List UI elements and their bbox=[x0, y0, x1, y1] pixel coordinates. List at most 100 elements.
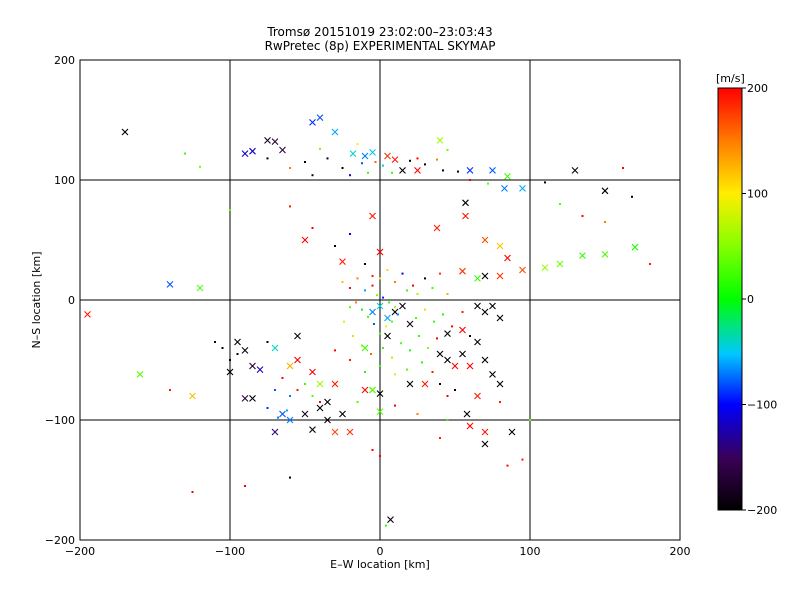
data-point-dot bbox=[421, 361, 423, 364]
data-point-dot bbox=[319, 147, 321, 150]
data-point-cross bbox=[444, 330, 451, 337]
data-point-cross bbox=[496, 380, 504, 388]
data-point-dot bbox=[442, 313, 444, 316]
data-point-dot bbox=[349, 359, 351, 361]
data-point-cross bbox=[462, 212, 469, 220]
data-point-cross bbox=[421, 380, 429, 388]
x-tick-label: −200 bbox=[65, 545, 95, 558]
y-tick-label: 100 bbox=[54, 174, 75, 187]
y-axis-ticks: −200 −100 0 100 200 bbox=[45, 54, 75, 547]
colorbar-gradient bbox=[717, 87, 743, 511]
data-point-cross bbox=[241, 150, 249, 157]
data-point-dot bbox=[400, 342, 402, 345]
data-point-dot bbox=[446, 149, 449, 151]
data-point-cross bbox=[316, 404, 324, 412]
data-point-dot bbox=[382, 296, 384, 299]
data-point-cross bbox=[504, 254, 511, 262]
data-point-dot bbox=[289, 476, 291, 479]
data-point-dot bbox=[311, 227, 314, 229]
data-point-cross bbox=[249, 362, 256, 370]
data-point-dot bbox=[409, 349, 411, 352]
data-point-dot bbox=[281, 377, 284, 379]
data-point-dot bbox=[521, 458, 524, 461]
data-point-dot bbox=[622, 167, 624, 169]
data-point-dot bbox=[289, 167, 291, 169]
data-point-cross bbox=[444, 356, 451, 364]
data-point-dot bbox=[361, 308, 363, 311]
data-point-cross bbox=[579, 252, 586, 259]
data-point-cross bbox=[496, 272, 504, 280]
data-point-dot bbox=[379, 365, 381, 367]
data-point-cross bbox=[234, 338, 241, 346]
y-axis-label: N–S location [km] bbox=[30, 251, 43, 348]
data-point-cross bbox=[339, 410, 346, 418]
data-point-cross bbox=[226, 368, 234, 376]
data-point-cross bbox=[301, 410, 309, 418]
x-axis-label: E–W location [km] bbox=[330, 558, 430, 571]
data-point-cross bbox=[631, 243, 639, 251]
data-point-dot bbox=[391, 320, 393, 323]
data-point-cross bbox=[556, 260, 564, 268]
data-point-dot bbox=[274, 389, 276, 391]
data-point-dot bbox=[374, 161, 377, 163]
data-point-dot bbox=[319, 401, 321, 403]
data-point-dot bbox=[469, 335, 471, 337]
data-point-cross bbox=[481, 236, 489, 244]
data-point-cross bbox=[331, 128, 339, 136]
data-point-dot bbox=[409, 159, 411, 162]
data-point-dot bbox=[349, 174, 351, 177]
data-point-dot bbox=[406, 368, 408, 371]
data-point-dot bbox=[412, 284, 414, 287]
data-point-dot bbox=[266, 341, 269, 343]
data-point-cross bbox=[294, 356, 301, 364]
data-point-dot bbox=[424, 163, 426, 166]
data-point-dot bbox=[352, 335, 354, 337]
data-point-cross bbox=[369, 149, 376, 156]
data-point-cross bbox=[541, 264, 549, 271]
data-point-dot bbox=[304, 161, 306, 163]
data-point-cross bbox=[279, 410, 286, 418]
data-point-dot bbox=[379, 332, 381, 335]
data-point-cross bbox=[376, 248, 384, 256]
data-point-cross bbox=[519, 185, 526, 192]
data-point-cross bbox=[346, 428, 354, 436]
data-point-cross bbox=[601, 187, 609, 195]
data-point-dot bbox=[529, 419, 531, 421]
data-point-dot bbox=[385, 524, 387, 527]
data-point-dot bbox=[506, 464, 509, 467]
data-point-cross bbox=[399, 167, 406, 174]
data-point-dot bbox=[361, 162, 363, 165]
data-point-dot bbox=[236, 353, 239, 355]
data-point-dot bbox=[289, 395, 291, 397]
data-point-dot bbox=[454, 389, 456, 391]
y-tick-label: 200 bbox=[54, 54, 75, 67]
data-point-cross bbox=[369, 386, 376, 394]
data-point-dot bbox=[544, 181, 546, 184]
data-point-cross bbox=[249, 395, 256, 402]
data-point-cross bbox=[309, 119, 316, 126]
chart-subtitle: RwPretec (8p) EXPERIMENTAL SKYMAP bbox=[265, 39, 496, 53]
data-point-dot bbox=[394, 281, 396, 283]
data-point-dot bbox=[304, 383, 306, 385]
data-point-cross bbox=[571, 167, 579, 174]
data-point-dot bbox=[341, 167, 344, 169]
data-point-dot bbox=[631, 195, 633, 198]
data-point-cross bbox=[271, 138, 279, 145]
data-point-cross bbox=[84, 311, 91, 318]
data-point-dot bbox=[367, 315, 369, 318]
plot-frame bbox=[79, 59, 681, 541]
data-point-cross bbox=[474, 392, 481, 400]
data-point-cross bbox=[481, 428, 489, 436]
data-point-cross bbox=[481, 308, 489, 316]
data-point-cross bbox=[249, 147, 256, 155]
data-point-dot bbox=[439, 383, 441, 385]
data-point-cross bbox=[294, 332, 301, 340]
data-point-dot bbox=[221, 347, 224, 349]
data-point-dot bbox=[356, 277, 359, 280]
data-point-dot bbox=[442, 169, 444, 172]
x-tick-label: 0 bbox=[377, 545, 384, 558]
data-point-dot bbox=[214, 341, 216, 343]
data-point-dot bbox=[431, 287, 434, 289]
data-point-dot bbox=[391, 171, 393, 174]
data-point-dot bbox=[356, 401, 359, 403]
